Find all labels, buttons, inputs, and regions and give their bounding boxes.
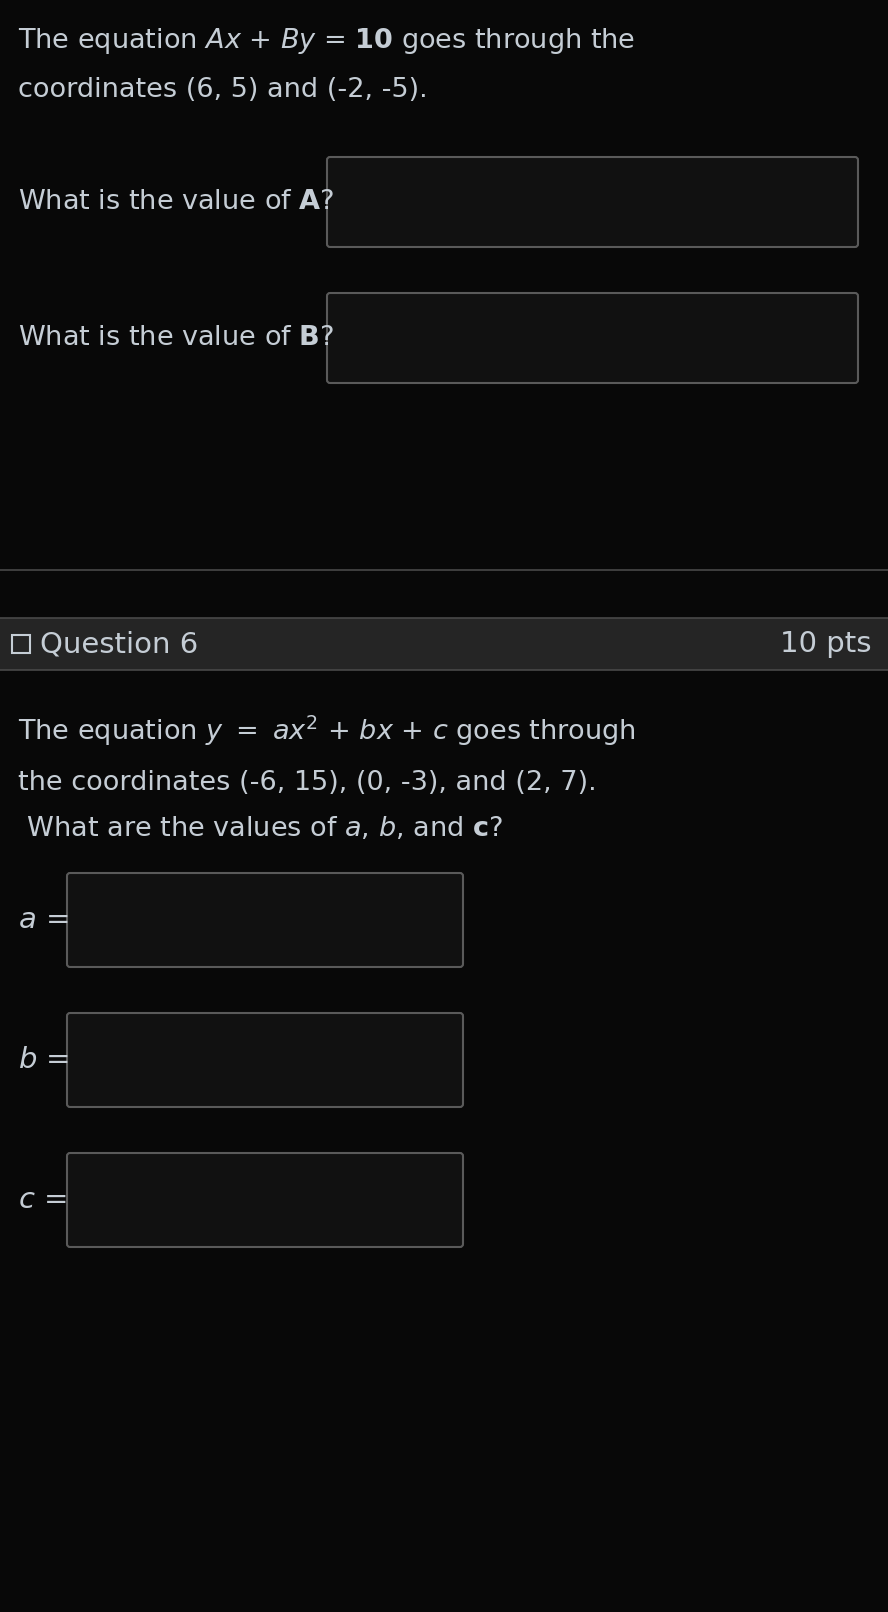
Text: 10 pts: 10 pts [781,630,872,658]
Text: The equation $\mathit{y}$ $=$ $\mathbf{\mathit{ax^2}}$ $+$ $\mathbf{\mathit{bx}}: The equation $\mathit{y}$ $=$ $\mathbf{\… [18,714,636,748]
Text: coordinates (6, 5) and (-2, -5).: coordinates (6, 5) and (-2, -5). [18,77,428,103]
Text: What is the value of $\mathbf{B}$?: What is the value of $\mathbf{B}$? [18,326,334,351]
Bar [0,617,888,671]
Text: The equation $\mathbf{\mathit{Ax}}$ + $\mathbf{\mathit{By}}$ = $\mathbf{10}$ goe: The equation $\mathbf{\mathit{Ax}}$ + $\… [18,26,635,56]
Text: $\mathit{c}$ =: $\mathit{c}$ = [18,1186,67,1214]
FancyBboxPatch shape [67,1012,463,1107]
FancyBboxPatch shape [327,156,858,247]
Bar [12,635,30,653]
Text: $\mathit{a}$ =: $\mathit{a}$ = [18,906,68,933]
FancyBboxPatch shape [327,293,858,384]
Text: Question 6: Question 6 [40,630,198,658]
Text: What is the value of $\mathbf{A}$?: What is the value of $\mathbf{A}$? [18,189,335,214]
FancyBboxPatch shape [67,1153,463,1248]
Text: What are the values of $\mathbf{\mathit{a}}$, $\mathbf{\mathit{b}}$, and $\mathb: What are the values of $\mathbf{\mathit{… [18,816,503,841]
Text: $\mathit{b}$ =: $\mathit{b}$ = [18,1046,69,1074]
FancyBboxPatch shape [67,874,463,967]
Text: the coordinates (-6, 15), (0, -3), and (2, 7).: the coordinates (-6, 15), (0, -3), and (… [18,771,597,796]
